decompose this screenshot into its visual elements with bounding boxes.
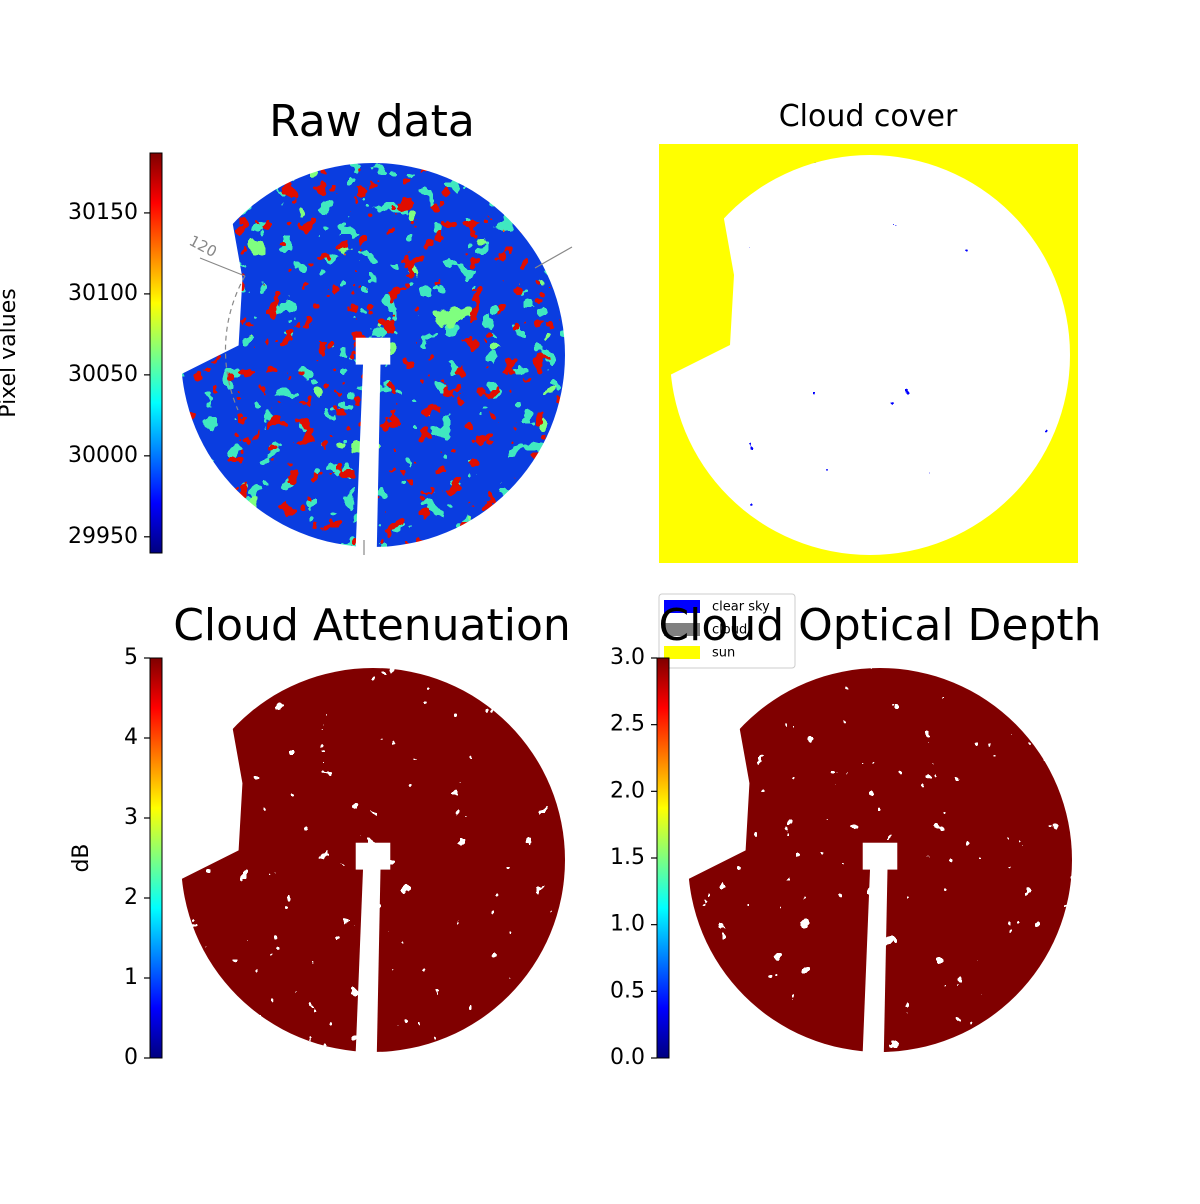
polar-grid (199, 246, 573, 555)
colorbar-tick-label: 0.0 (610, 1045, 645, 1070)
polar-grid-line (534, 246, 573, 269)
colorbar-tick-label: 30050 (68, 362, 138, 387)
panel-title: Cloud cover (779, 99, 958, 134)
panel-title: Cloud Attenuation (173, 600, 571, 651)
legend-label: cloud (712, 623, 747, 638)
colorbar-tick-label: 5 (124, 645, 138, 670)
polar-grid-line (199, 257, 246, 277)
obstruction (355, 860, 381, 1052)
colorbar-tick-label: 0 (124, 1045, 138, 1070)
colorbar-tick-label: 3.0 (610, 645, 645, 670)
colorbar-tick-label: 1 (124, 965, 138, 990)
colorbar-label: Pixel values (0, 288, 21, 417)
sky-image (181, 163, 565, 547)
colorbar-tick-label: 4 (124, 725, 138, 750)
panel-title: Raw data (269, 96, 475, 147)
obstruction (355, 355, 381, 547)
colorbar-tick-label: 30100 (68, 281, 138, 306)
legend: clear sky cloud sun (658, 593, 796, 669)
colorbar (656, 657, 670, 1059)
colorbar-tick-label: 0.5 (610, 978, 645, 1003)
colorbar-tick-label: 29950 (68, 524, 138, 549)
sky-image (181, 668, 565, 1052)
colorbar-tick-label: 30000 (68, 443, 138, 468)
legend-label: clear sky (712, 600, 770, 615)
colorbar-label: dB (69, 843, 94, 872)
legend-swatch (664, 646, 700, 659)
obstruction (862, 860, 888, 1052)
colorbar-tick-label: 2 (124, 885, 138, 910)
legend-label: sun (712, 646, 735, 661)
colorbar (149, 152, 163, 554)
legend-swatch (664, 623, 700, 636)
colorbar-tick-label: 1.5 (610, 845, 645, 870)
annotation: 120 (186, 232, 220, 261)
colorbar-tick-label: 1.0 (610, 912, 645, 937)
sky-image (688, 668, 1072, 1052)
colorbar-tick-label: 2.5 (610, 712, 645, 737)
obstruction (852, 355, 878, 555)
legend-swatch (664, 600, 700, 613)
colorbar-tick-label: 30150 (68, 200, 138, 225)
colorbar-tick-label: 2.0 (610, 778, 645, 803)
colorbar-tick-label: 3 (124, 805, 138, 830)
sky-image (670, 155, 1070, 555)
panel-title: Cloud Optical Depth (658, 600, 1101, 651)
colorbar (149, 657, 163, 1059)
